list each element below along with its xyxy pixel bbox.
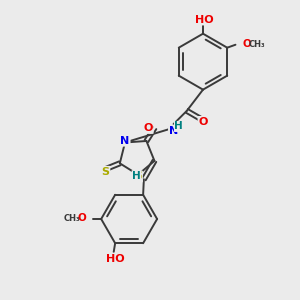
Text: O: O (242, 39, 251, 49)
Text: H: H (175, 122, 183, 131)
Text: S: S (134, 172, 142, 182)
Text: CH₃: CH₃ (248, 40, 265, 49)
Text: O: O (77, 213, 86, 223)
Text: H: H (132, 171, 141, 181)
Text: S: S (101, 167, 110, 177)
Text: O: O (199, 117, 208, 127)
Text: O: O (143, 123, 153, 133)
Text: CH₃: CH₃ (63, 214, 80, 223)
Text: HO: HO (106, 254, 124, 263)
Text: HO: HO (195, 15, 214, 25)
Text: N: N (169, 126, 178, 136)
Text: N: N (120, 136, 130, 146)
